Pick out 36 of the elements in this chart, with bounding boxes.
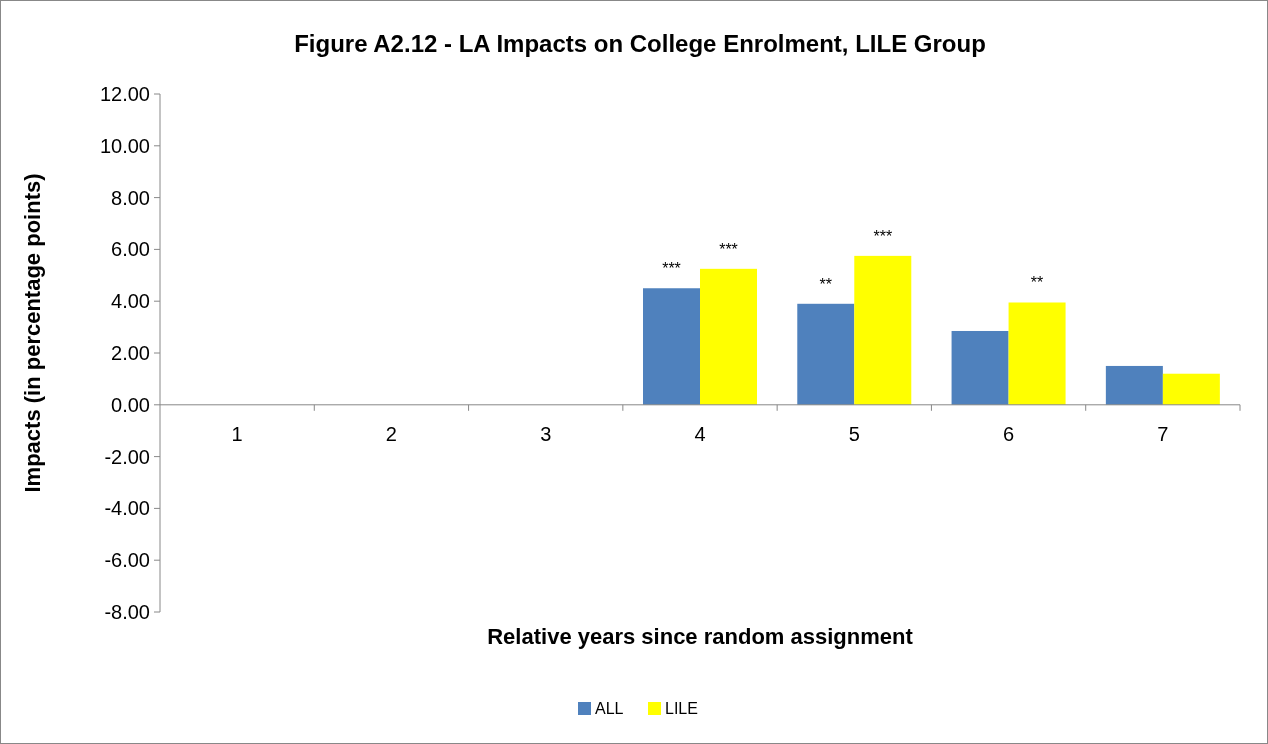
bar (951, 330, 1009, 405)
x-tick-label: 5 (848, 422, 860, 445)
y-tick-label: -8.00 (104, 601, 150, 623)
bar (1162, 373, 1220, 405)
chart-title: Figure A2.12 - LA Impacts on College Enrolment, LILE Group (294, 30, 986, 57)
annotation: *** (873, 227, 893, 245)
annotation: ** (1030, 274, 1044, 292)
bar (854, 255, 912, 405)
x-tick-label: 2 (385, 422, 397, 445)
y-tick-label: 2.00 (111, 342, 150, 364)
bar (643, 288, 700, 405)
x-tick-label: 7 (1157, 422, 1169, 445)
bar (797, 303, 855, 405)
y-axis-title: Impacts (in percentage points) (20, 173, 45, 493)
annotation: ** (819, 275, 833, 293)
bar (700, 268, 757, 405)
x-axis-title: Relative years since random assignment (487, 624, 914, 649)
x-tick-label: 1 (231, 422, 243, 445)
y-tick-label: -2.00 (104, 445, 150, 468)
annotation: *** (662, 260, 681, 278)
legend-label: ALL (595, 699, 624, 717)
y-tick-label: 6.00 (111, 238, 150, 261)
x-tick-label: 3 (540, 422, 552, 445)
y-tick-label: -4.00 (104, 497, 150, 520)
x-tick-label: 4 (694, 422, 706, 445)
y-tick-label: 12.00 (99, 83, 150, 105)
y-tick-label: -6.00 (104, 549, 150, 572)
bar (1105, 365, 1163, 405)
y-tick-label: 10.00 (99, 134, 150, 157)
y-tick-label: 4.00 (111, 290, 150, 313)
y-tick-label: 8.00 (111, 186, 150, 209)
bar (1008, 302, 1066, 405)
annotation: *** (719, 240, 738, 258)
legend-label: LILE (665, 699, 698, 717)
y-tick-label: 0.00 (111, 393, 150, 416)
x-tick-label: 6 (1003, 422, 1015, 445)
